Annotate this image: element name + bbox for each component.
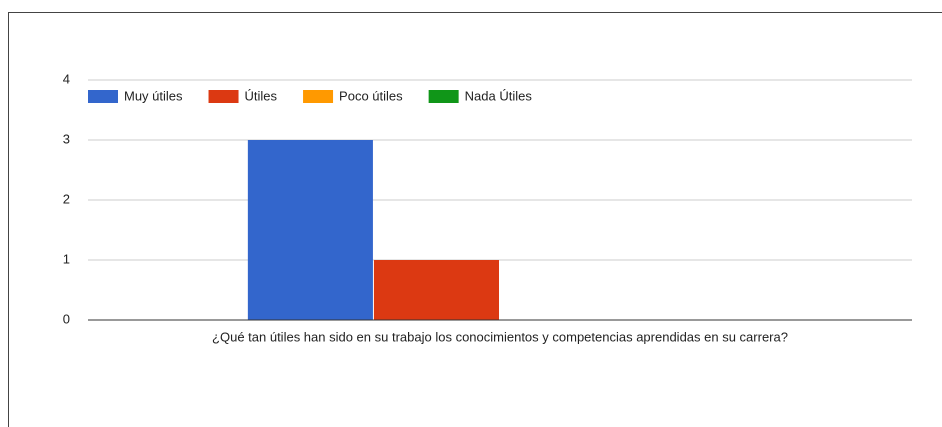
y-tick-label: 2 xyxy=(63,191,70,206)
x-tick-label: ¿Qué tan útiles han sido en su trabajo l… xyxy=(212,329,788,344)
legend-swatch xyxy=(428,90,459,103)
y-tick-label: 3 xyxy=(63,131,70,146)
bar xyxy=(373,260,499,320)
legend-label: Muy útiles xyxy=(124,88,183,103)
y-tick-label: 1 xyxy=(63,251,70,266)
legend-label: Poco útiles xyxy=(339,88,403,103)
y-tick-label: 0 xyxy=(63,311,70,326)
legend-label: Nada Útiles xyxy=(465,88,533,103)
legend-swatch xyxy=(208,90,239,103)
bar xyxy=(247,140,373,320)
y-tick-label: 4 xyxy=(63,71,70,86)
frame xyxy=(8,12,942,427)
legend-swatch xyxy=(303,90,334,103)
legend-label: Útiles xyxy=(245,88,278,103)
legend-swatch xyxy=(88,90,118,103)
